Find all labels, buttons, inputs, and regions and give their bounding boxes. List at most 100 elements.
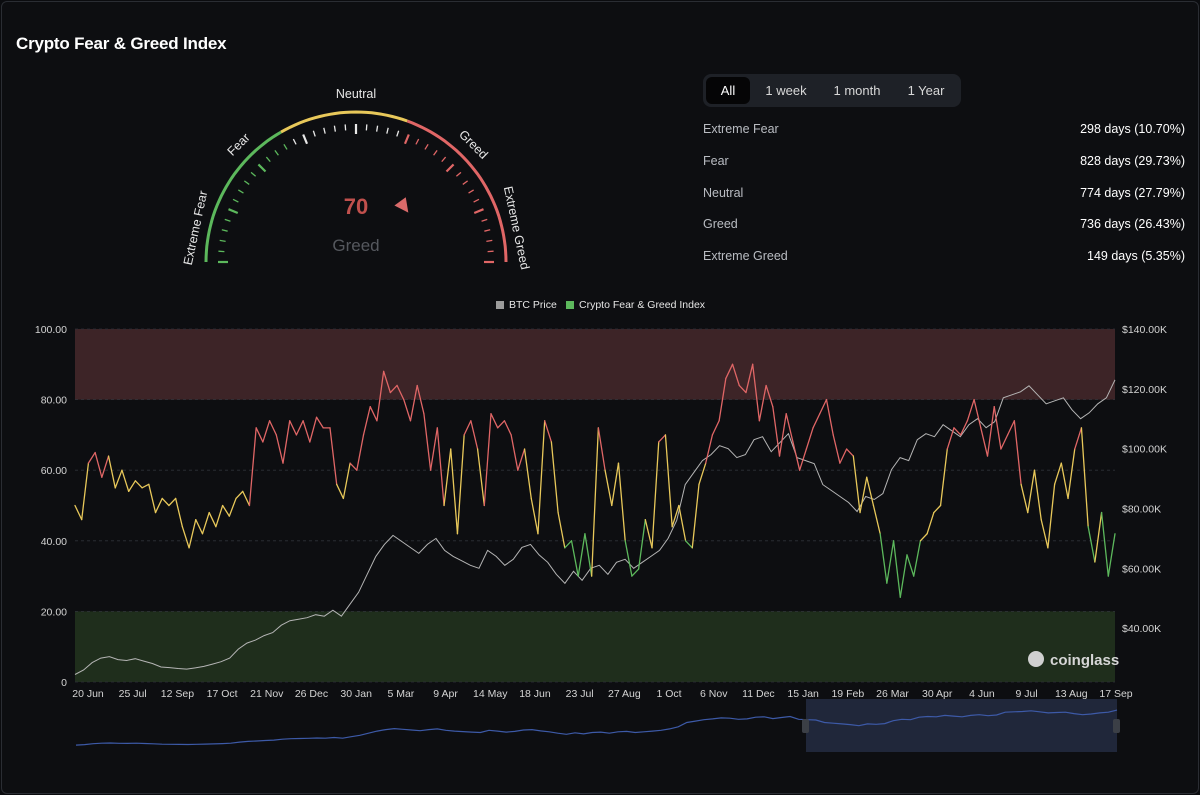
fear-greed-segment (503, 420, 512, 436)
fear-greed-segment (490, 413, 499, 429)
gauge-tick (243, 180, 250, 185)
fear-greed-segment (148, 483, 157, 514)
x-axis-tick: 4 Jun (969, 688, 995, 700)
fear-greed-segment (812, 413, 821, 429)
left-axis-tick: 100.00 (35, 324, 67, 336)
fear-greed-segment (664, 434, 673, 528)
fear-greed-segment (886, 540, 895, 584)
gauge-tick (473, 208, 484, 215)
fear-greed-segment (731, 363, 740, 387)
fear-greed-segment (570, 540, 579, 577)
fear-greed-segment (1053, 462, 1062, 485)
fear-greed-segment (550, 441, 559, 514)
x-axis-tick: 26 Dec (295, 688, 328, 700)
gauge-tick (237, 189, 244, 194)
gauge-tick (257, 163, 267, 173)
fear-greed-segment (382, 370, 392, 394)
fear-greed-segment (510, 434, 519, 471)
fear-greed-segment (476, 448, 485, 507)
fear-greed-segment (282, 420, 291, 464)
legend-fear-greed[interactable]: Crypto Fear & Greed Index (579, 299, 706, 311)
legend-swatch-fgi[interactable] (566, 301, 574, 309)
range-tabs: All 1 week 1 month 1 Year (703, 74, 961, 107)
x-axis-tick: 30 Apr (922, 688, 953, 700)
gauge-tick (323, 127, 326, 134)
fear-greed-segment (81, 462, 90, 521)
gauge-tick (473, 198, 480, 203)
fear-greed-segment (899, 554, 908, 598)
legend-swatch-btc[interactable] (496, 301, 504, 309)
fear-greed-segment (718, 377, 727, 422)
fear-greed-segment (946, 427, 955, 450)
fear-greed-segment (631, 568, 640, 577)
fear-greed-segment (369, 406, 378, 422)
tab-all[interactable]: All (706, 77, 750, 104)
fear-greed-segment (758, 384, 767, 422)
fear-greed-segment (470, 420, 479, 450)
fear-greed-segment (1060, 462, 1069, 500)
x-axis-tick: 12 Sep (161, 688, 194, 700)
legend-btc-price[interactable]: BTC Price (509, 299, 557, 311)
fear-greed-segment (960, 420, 969, 436)
fear-greed-segment (268, 420, 277, 436)
fear-greed-segment (87, 451, 96, 464)
fear-greed-segment (678, 504, 687, 542)
tab-1-week[interactable]: 1 week (765, 83, 807, 98)
gauge-tick (232, 198, 239, 203)
gauge-tick (441, 156, 447, 163)
navigator-handle-right[interactable] (1113, 719, 1120, 733)
fear-greed-segment (1100, 511, 1109, 577)
left-axis-tick: 60.00 (41, 465, 67, 477)
fear-greed-segment (1033, 469, 1042, 521)
zone-extreme-fear (75, 611, 1115, 682)
fear-greed-segment (221, 504, 230, 517)
fear-greed-segment (456, 434, 465, 535)
gauge-tick (424, 143, 429, 150)
fear-greed-segment (772, 406, 781, 457)
fear-greed-segment (604, 469, 613, 507)
card-title: Crypto Fear & Greed Index (16, 34, 227, 53)
left-axis-tick: 0 (61, 677, 67, 689)
navigator-handle-left[interactable] (802, 719, 809, 733)
fear-greed-segment (349, 462, 358, 471)
fear-greed-segment (1000, 434, 1009, 450)
fear-greed-segment (986, 406, 995, 457)
fear-greed-segment (792, 441, 801, 471)
x-axis-tick: 11 Dec (742, 688, 775, 700)
fear-greed-segment (825, 398, 834, 436)
stat-row-extreme-fear: Extreme Fear 298 days (10.70%) (703, 122, 1185, 142)
fear-greed-segment (463, 420, 472, 436)
fear-greed-segment (342, 462, 351, 500)
fear-greed-segment (235, 490, 244, 500)
stat-label: Neutral (703, 186, 744, 200)
gauge-state: Greed (332, 236, 379, 255)
fear-greed-segment (644, 518, 653, 549)
tab-1-month[interactable]: 1 month (833, 83, 881, 98)
x-axis-tick: 9 Jul (1016, 688, 1038, 700)
fear-greed-segment (1067, 448, 1076, 500)
range-navigator[interactable] (0, 698, 1200, 758)
left-axis-tick: 80.00 (41, 395, 67, 407)
fear-greed-segment (926, 511, 935, 535)
gauge-tick (228, 208, 239, 215)
fear-greed-segment (752, 363, 761, 422)
x-axis-tick: 5 Mar (387, 688, 414, 700)
fear-greed-segment (832, 434, 841, 464)
fear-greed-segment (966, 398, 975, 422)
fear-greed-segment (1094, 511, 1103, 563)
fear-greed-segment (906, 554, 915, 577)
gauge-tick (396, 130, 400, 137)
zone-extreme-greed (75, 329, 1115, 400)
fear-greed-segment (725, 363, 734, 380)
fear-greed-segment (248, 427, 257, 507)
fear-greed-segment (1074, 427, 1083, 450)
gauge-tick (292, 138, 297, 145)
tab-1-year[interactable]: 1 Year (907, 83, 945, 98)
right-axis-tick: $120.00K (1122, 384, 1167, 396)
x-axis-tick: 25 Jul (119, 688, 147, 700)
fear-greed-segment (745, 363, 754, 394)
stat-label: Extreme Greed (703, 249, 788, 263)
fear-greed-segment (174, 497, 184, 528)
fear-greed-segment (993, 406, 1002, 450)
